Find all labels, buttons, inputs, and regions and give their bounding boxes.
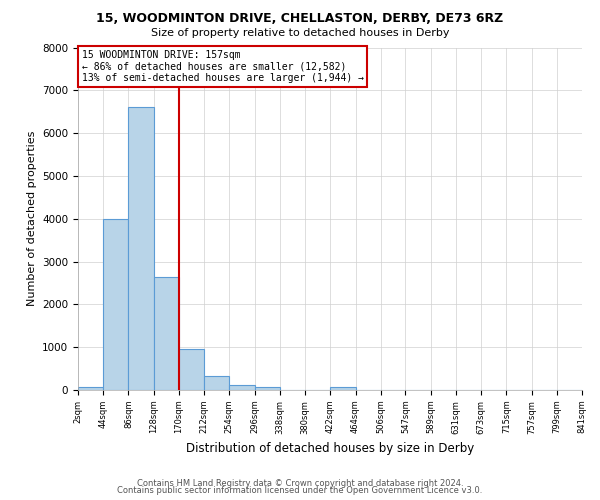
Bar [254, 388, 280, 390]
Bar [179, 349, 204, 390]
Bar [331, 388, 356, 390]
Text: 15 WOODMINTON DRIVE: 157sqm
← 86% of detached houses are smaller (12,582)
13% of: 15 WOODMINTON DRIVE: 157sqm ← 86% of det… [82, 50, 364, 83]
Bar [128, 108, 154, 390]
Bar [154, 276, 179, 390]
X-axis label: Distribution of detached houses by size in Derby: Distribution of detached houses by size … [186, 442, 474, 455]
Text: Size of property relative to detached houses in Derby: Size of property relative to detached ho… [151, 28, 449, 38]
Text: 15, WOODMINTON DRIVE, CHELLASTON, DERBY, DE73 6RZ: 15, WOODMINTON DRIVE, CHELLASTON, DERBY,… [97, 12, 503, 26]
Text: Contains HM Land Registry data © Crown copyright and database right 2024.: Contains HM Land Registry data © Crown c… [137, 478, 463, 488]
Bar [204, 376, 229, 390]
Y-axis label: Number of detached properties: Number of detached properties [26, 131, 37, 306]
Bar [78, 388, 103, 390]
Text: Contains public sector information licensed under the Open Government Licence v3: Contains public sector information licen… [118, 486, 482, 495]
Bar [229, 385, 254, 390]
Bar [103, 219, 128, 390]
